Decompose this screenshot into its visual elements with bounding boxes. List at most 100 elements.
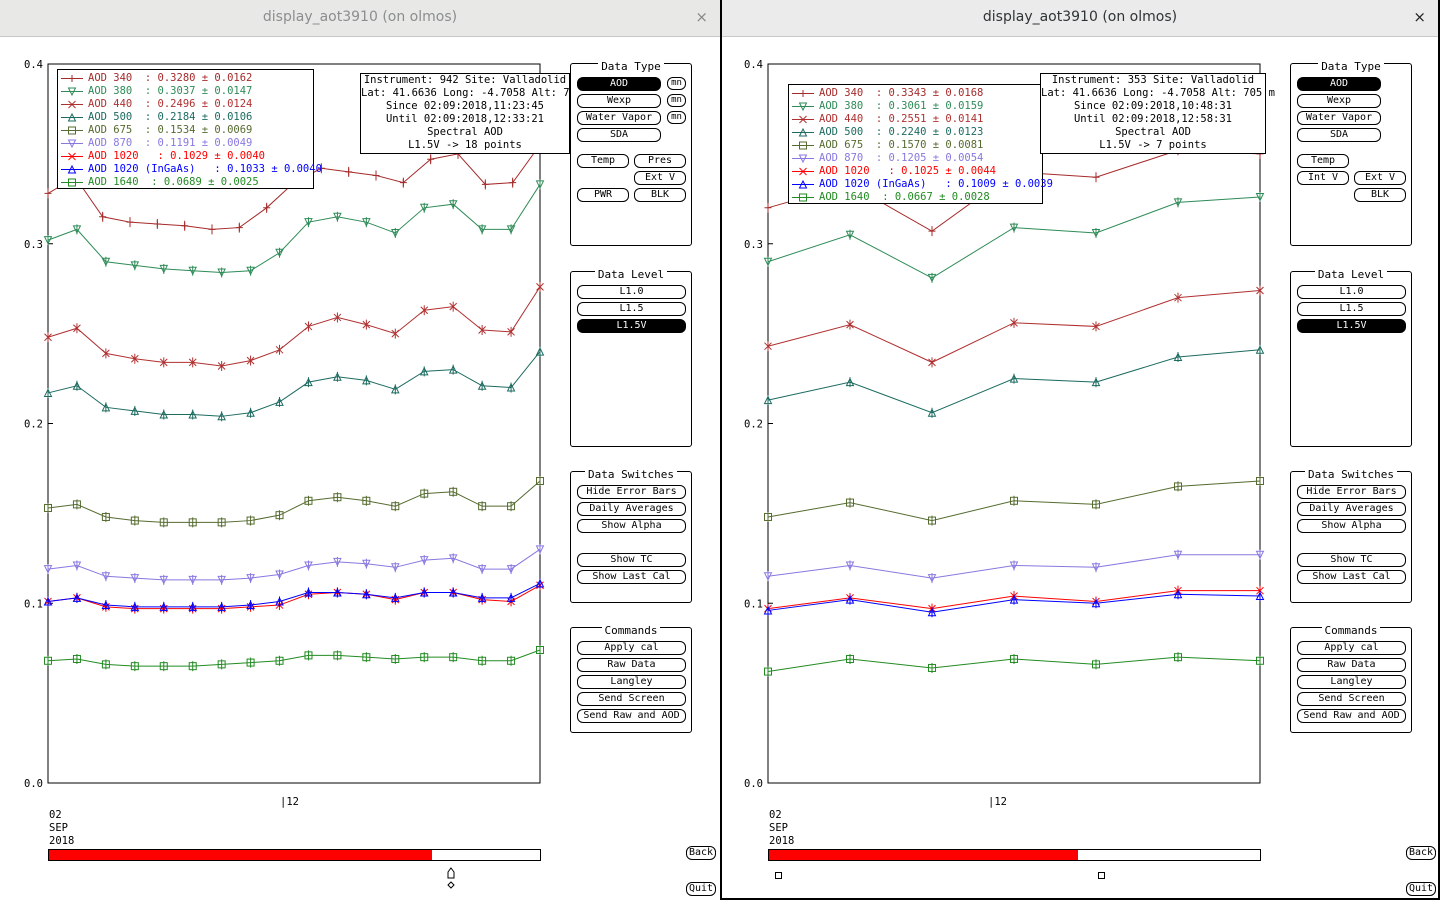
wexp-button[interactable]: Wexp: [1297, 94, 1381, 108]
data-point: [362, 589, 371, 599]
water-vapor-button[interactable]: Water Vapor: [577, 111, 661, 125]
data-point: [478, 502, 487, 511]
hide-error-bars-button[interactable]: Hide Error Bars: [577, 485, 686, 499]
data-point: [1092, 322, 1100, 331]
data-point: [43, 388, 53, 397]
show-last-cal-button[interactable]: Show Last Cal: [577, 570, 686, 584]
level-l15-button[interactable]: L1.5: [577, 302, 686, 316]
data-point: [130, 602, 140, 611]
legend-marker-icon: [792, 127, 814, 137]
legend-marker-icon: [61, 139, 83, 149]
sda-button[interactable]: SDA: [1297, 128, 1381, 142]
time-slider[interactable]: [48, 849, 541, 861]
panel-title: Data Switches: [584, 468, 678, 481]
raw-data-button[interactable]: Raw Data: [577, 658, 686, 672]
data-point: [153, 220, 161, 228]
date-label: 02 SEP 2018: [769, 809, 795, 847]
legend-label: AOD 440 : 0.2496 ± 0.0124: [88, 98, 253, 110]
ext-v-button[interactable]: Ext V: [634, 171, 686, 185]
pwr-button[interactable]: PWR: [577, 188, 629, 202]
data-point: [275, 511, 284, 520]
aod-chart: 0.0 0.1 0.2 0.3 0.4: [24, 59, 545, 790]
data-point: [1091, 598, 1101, 608]
send-screen-button[interactable]: Send Screen: [577, 692, 686, 706]
data-point: [1010, 496, 1018, 505]
temp-button[interactable]: Temp: [1297, 154, 1349, 168]
time-slider[interactable]: [768, 849, 1261, 861]
legend: AOD 340 : 0.3343 ± 0.0168 AOD 380 : 0.306…: [788, 84, 1053, 204]
daily-averages-button[interactable]: Daily Averages: [1297, 502, 1406, 516]
data-point: [390, 563, 400, 572]
temp-button[interactable]: Temp: [577, 154, 629, 168]
data-point: [246, 356, 255, 365]
legend-label: AOD 1020 (InGaAs) : 0.1009 ± 0.0039: [819, 178, 1053, 190]
langley-button[interactable]: Langley: [577, 675, 686, 689]
slider-start-marker[interactable]: [775, 872, 782, 879]
level-l15v-button[interactable]: L1.5V: [1297, 319, 1406, 333]
data-point: [419, 587, 429, 597]
data-point: [130, 516, 139, 525]
data-point: [535, 180, 545, 190]
data-point: [235, 224, 243, 232]
data-point: [535, 346, 545, 356]
legend-marker: [67, 164, 77, 174]
send-raw-aod-button[interactable]: Send Raw and AOD: [577, 709, 686, 723]
apply-cal-button[interactable]: Apply cal: [1297, 641, 1406, 655]
send-raw-aod-button[interactable]: Send Raw and AOD: [1297, 709, 1406, 723]
data-point: [509, 179, 517, 187]
slider-handle-icon[interactable]: [445, 866, 457, 890]
show-alpha-button[interactable]: Show Alpha: [1297, 519, 1406, 533]
level-l15v-button[interactable]: L1.5V: [577, 319, 686, 333]
date-label: 02 SEP 2018: [49, 809, 75, 847]
slider-end-marker[interactable]: [1098, 872, 1105, 879]
ext-v-button[interactable]: Ext V: [1354, 171, 1406, 185]
daily-averages-button[interactable]: Daily Averages: [577, 502, 686, 516]
legend-marker: [67, 87, 77, 97]
back-button[interactable]: Back: [686, 846, 717, 860]
int-v-button[interactable]: Int V: [1297, 171, 1349, 185]
show-tc-button[interactable]: Show TC: [1297, 553, 1406, 567]
aod-mn-button[interactable]: mn: [667, 77, 686, 90]
langley-button[interactable]: Langley: [1297, 675, 1406, 689]
aod-chart: 0.0 0.1 0.2 0.3 0.4: [744, 59, 1265, 790]
level-l10-button[interactable]: L1.0: [577, 285, 686, 299]
wexp-mn-button[interactable]: mn: [667, 94, 686, 107]
pres-button[interactable]: Pres: [634, 154, 686, 168]
wexp-button[interactable]: Wexp: [577, 94, 661, 108]
water-vapor-button[interactable]: Water Vapor: [1297, 111, 1381, 125]
data-point: [188, 266, 198, 276]
data-point: [477, 565, 487, 574]
show-tc-button[interactable]: Show TC: [577, 553, 686, 567]
show-alpha-button[interactable]: Show Alpha: [577, 519, 686, 533]
legend-label: AOD 440 : 0.2551 ± 0.0141: [819, 113, 984, 125]
close-icon[interactable]: ×: [1413, 8, 1426, 26]
blk-button[interactable]: BLK: [634, 188, 686, 202]
quit-button[interactable]: Quit: [1406, 882, 1437, 896]
aod-button[interactable]: AOD: [577, 77, 661, 91]
raw-data-button[interactable]: Raw Data: [1297, 658, 1406, 672]
legend-marker: [799, 167, 807, 176]
series-line: [47, 286, 541, 367]
series-line: [47, 184, 541, 274]
data-point: [927, 408, 937, 417]
data-point: [130, 406, 140, 415]
close-icon[interactable]: ×: [695, 8, 708, 26]
apply-cal-button[interactable]: Apply cal: [577, 641, 686, 655]
aod-button[interactable]: AOD: [1297, 77, 1381, 91]
water-vapor-mn-button[interactable]: mn: [667, 111, 686, 124]
show-last-cal-button[interactable]: Show Last Cal: [1297, 570, 1406, 584]
level-l10-button[interactable]: L1.0: [1297, 285, 1406, 299]
sda-button[interactable]: SDA: [577, 128, 661, 142]
hide-error-bars-button[interactable]: Hide Error Bars: [1297, 485, 1406, 499]
slider-fill: [769, 850, 1079, 860]
window-instrument-353: display_aot3910 (on olmos) × 0.0 0.1 0.2 0.…: [720, 0, 1440, 900]
level-l15-button[interactable]: L1.5: [1297, 302, 1406, 316]
blk-button[interactable]: BLK: [1354, 188, 1406, 202]
data-point: [419, 366, 429, 376]
data-point: [535, 578, 545, 588]
data-point: [101, 402, 111, 412]
quit-button[interactable]: Quit: [686, 882, 717, 896]
back-button[interactable]: Back: [1406, 846, 1437, 860]
send-screen-button[interactable]: Send Screen: [1297, 692, 1406, 706]
legend-marker: [68, 152, 76, 161]
